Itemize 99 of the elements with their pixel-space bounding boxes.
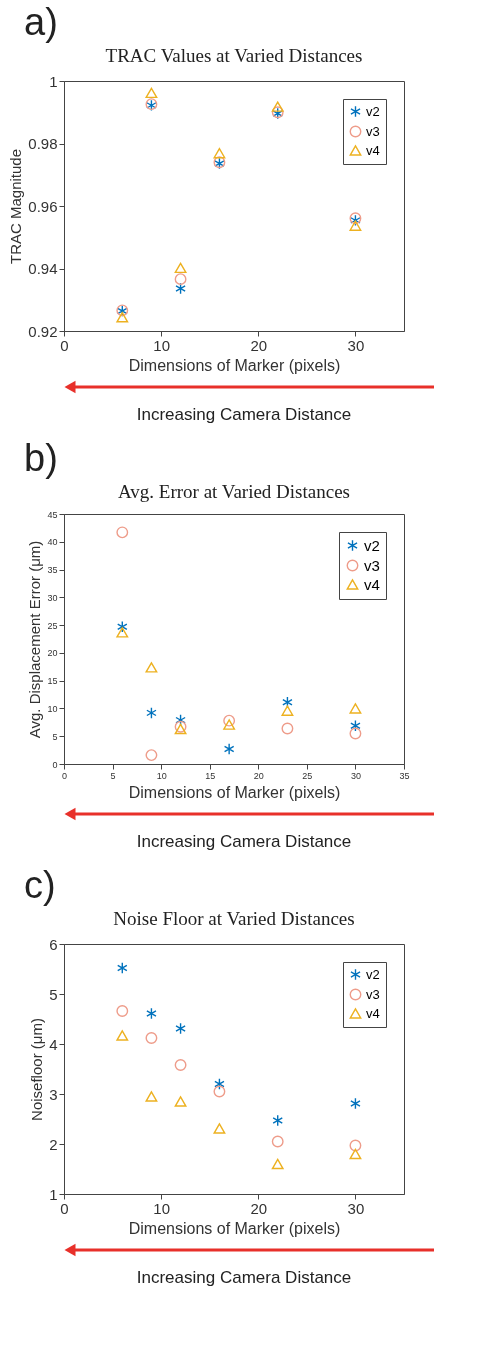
y-tick-label: 20 (47, 648, 58, 659)
point (349, 703, 362, 714)
y-tick-label: 10 (47, 703, 58, 714)
point (145, 749, 158, 762)
y-tick-label: 30 (47, 592, 58, 603)
y-tick-label: 5 (52, 731, 58, 742)
point (213, 1085, 226, 1098)
y-axis-title: TRAC Magnitude (7, 148, 25, 265)
point (174, 262, 187, 274)
point (174, 273, 187, 286)
y-tick-label: 0.94 (28, 260, 58, 277)
point (349, 727, 362, 740)
point (117, 620, 128, 633)
point (174, 1096, 187, 1107)
x-tick-label: 15 (205, 770, 216, 781)
legend-label: v4 (366, 142, 380, 158)
legend-label: v2 (366, 103, 380, 119)
chart-title: Noise Floor at Varied Distances (113, 908, 355, 929)
x-tick-label: 10 (153, 1199, 170, 1217)
point (350, 1097, 361, 1110)
point (271, 1158, 284, 1170)
x-axis-title: Dimensions of Marker (pixels) (128, 783, 341, 801)
y-axis-title: Noisefloor (μm) (28, 1018, 46, 1121)
y-tick-label: 4 (49, 1035, 58, 1053)
point (146, 1007, 157, 1020)
x-tick-label: 30 (347, 336, 365, 354)
point (116, 1005, 129, 1017)
point (349, 1139, 362, 1152)
point (145, 1091, 158, 1102)
y-tick-label: 0 (52, 759, 58, 770)
x-tick-label: 0 (61, 770, 68, 781)
point (116, 627, 129, 638)
point (281, 705, 294, 716)
point (223, 743, 235, 755)
y-tick-label: 25 (47, 620, 58, 631)
y-tick-label: 3 (49, 1085, 58, 1103)
x-axis-title: Dimensions of Marker (pixels) (128, 356, 341, 374)
text: b) (24, 437, 58, 479)
y-tick-label: 2 (49, 1135, 58, 1153)
y-tick-label: 1 (49, 1185, 58, 1203)
point (213, 1123, 226, 1134)
y-tick-label: 0.96 (28, 197, 58, 215)
y-tick-label: 15 (47, 676, 58, 687)
y-tick-label: 1 (49, 72, 58, 90)
x-tick-label: 10 (156, 770, 167, 781)
point (214, 1078, 225, 1090)
legend-label: v2 (364, 536, 380, 554)
legend-label: v4 (366, 1005, 380, 1021)
point (116, 1030, 129, 1041)
x-tick-label: 20 (250, 336, 268, 354)
text: Increasing Camera Distance (136, 832, 352, 851)
y-axis-title: Avg. Displacement Error (μm) (26, 540, 44, 739)
x-tick-label: 5 (110, 770, 116, 781)
point (146, 706, 157, 719)
legend-label: v3 (364, 556, 380, 574)
chart-title: Avg. Error at Varied Distances (118, 481, 350, 502)
x-tick-label: 35 (399, 770, 410, 781)
x-axis-title: Dimensions of Marker (pixels) (128, 1219, 341, 1237)
point (223, 714, 236, 727)
text: c) (24, 864, 56, 906)
y-tick-label: 45 (47, 509, 58, 520)
text: a) (24, 1, 58, 43)
chart-title: TRAC Values at Varied Distances (105, 45, 363, 66)
y-tick-label: 0.92 (28, 322, 58, 340)
point (145, 662, 158, 673)
y-tick-label: 6 (49, 935, 58, 953)
x-tick-label: 25 (302, 770, 313, 781)
point (281, 722, 294, 735)
text: Increasing Camera Distance (136, 1268, 352, 1287)
x-tick-label: 30 (347, 1199, 365, 1217)
y-tick-label: 5 (49, 985, 58, 1003)
legend-label: v2 (366, 966, 380, 982)
y-tick-label: 0.98 (28, 135, 58, 152)
x-tick-label: 20 (253, 770, 264, 781)
point (223, 719, 236, 730)
point (174, 1059, 187, 1071)
text: Increasing Camera Distance (136, 405, 352, 424)
x-tick-label: 10 (153, 336, 170, 354)
point (349, 220, 362, 231)
point (272, 1114, 283, 1127)
y-tick-label: 35 (47, 565, 58, 576)
x-tick-label: 30 (350, 770, 361, 781)
point (116, 526, 129, 539)
legend-label: v3 (366, 986, 380, 1002)
point (271, 1135, 284, 1148)
point (349, 1148, 362, 1160)
point (116, 312, 129, 323)
point (145, 87, 158, 99)
point (213, 147, 226, 159)
point (117, 962, 128, 974)
point (175, 1022, 186, 1035)
point (350, 719, 361, 732)
point (175, 282, 186, 295)
point (271, 101, 284, 112)
point (145, 1032, 158, 1044)
legend-label: v4 (364, 575, 380, 593)
legend-label: v3 (366, 123, 380, 139)
y-tick-label: 40 (47, 537, 58, 548)
x-tick-label: 20 (250, 1199, 268, 1217)
